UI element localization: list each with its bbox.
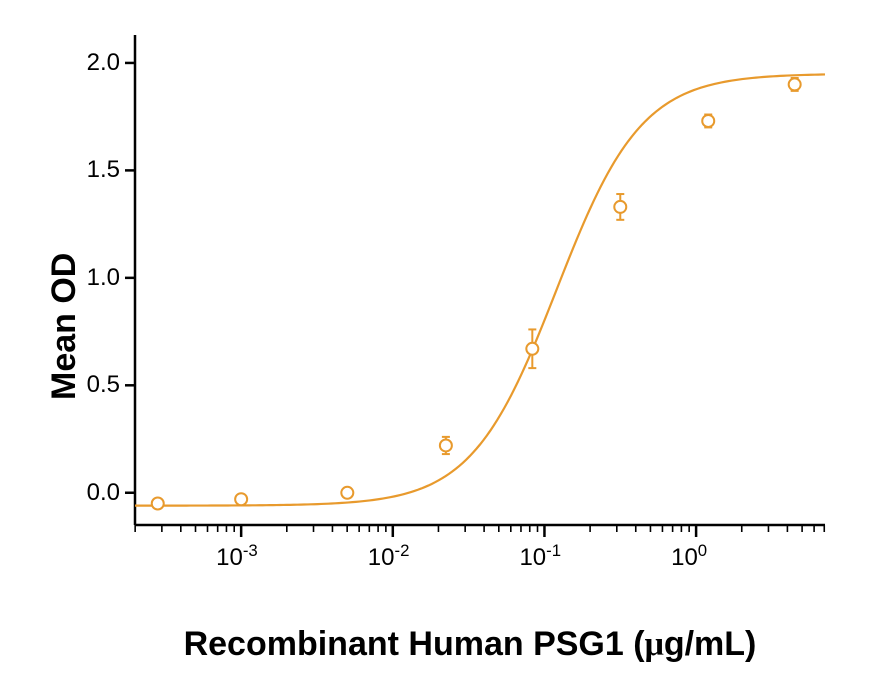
dose-response-chart: Mean OD Recombinant Human PSG1 (μg/mL) 0… xyxy=(0,0,881,690)
y-tick-label: 0.5 xyxy=(87,371,120,399)
x-axis-label: Recombinant Human PSG1 (μg/mL) xyxy=(80,625,860,664)
x-tick-label: 100 xyxy=(671,541,707,572)
x-tick-label: 10-2 xyxy=(368,541,410,572)
chart-svg xyxy=(0,0,881,690)
y-tick-label: 1.5 xyxy=(87,156,120,184)
y-tick-label: 0.0 xyxy=(87,479,120,507)
x-axis-label-text: Recombinant Human PSG1 (μg/mL) xyxy=(184,625,757,663)
y-axis-label: Mean OD xyxy=(45,253,84,400)
x-tick-label: 10-3 xyxy=(216,541,258,572)
y-tick-label: 2.0 xyxy=(87,49,120,77)
x-tick-label: 10-1 xyxy=(519,541,561,572)
y-tick-label: 1.0 xyxy=(87,264,120,292)
